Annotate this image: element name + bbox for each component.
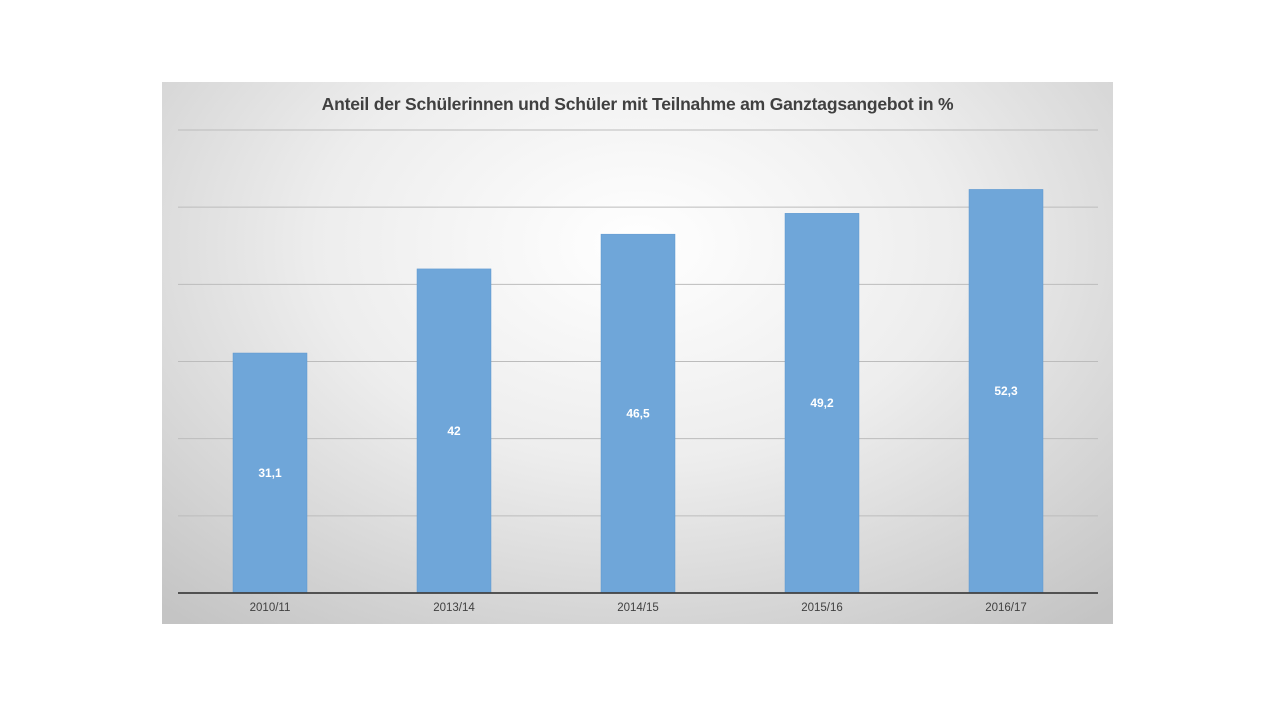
bars xyxy=(232,189,1044,594)
chart-panel: Anteil der Schülerinnen und Schüler mit … xyxy=(162,82,1113,624)
x-axis: 2010/11 2013/14 2014/15 2015/16 2016/17 xyxy=(178,592,1098,614)
bar-2010-11 xyxy=(232,352,308,594)
x-tick-label: 2010/11 xyxy=(250,602,291,614)
bar-value-label: 42 xyxy=(447,424,461,438)
x-tick-label: 2014/15 xyxy=(617,602,659,614)
bar-value-label: 49,2 xyxy=(810,396,834,410)
bar-value-label: 52,3 xyxy=(994,384,1018,398)
bar-value-label: 46,5 xyxy=(626,407,650,421)
bar-2014-15 xyxy=(600,233,676,594)
data-labels: 31,1 42 46,5 49,2 52,3 xyxy=(258,384,1018,480)
x-tick-label: 2016/17 xyxy=(985,602,1027,614)
bar-value-label: 31,1 xyxy=(258,466,282,480)
chart-title: Anteil der Schülerinnen und Schüler mit … xyxy=(321,94,954,114)
x-tick-label: 2013/14 xyxy=(433,602,475,614)
bar-2013-14 xyxy=(416,268,492,594)
bar-2015-16 xyxy=(784,213,860,594)
bar-2016-17 xyxy=(968,189,1044,594)
x-tick-label: 2015/16 xyxy=(801,602,843,614)
bar-chart: 31,1 42 46,5 49,2 52,3 2010/11 2013/14 2014/15… xyxy=(178,129,1098,614)
